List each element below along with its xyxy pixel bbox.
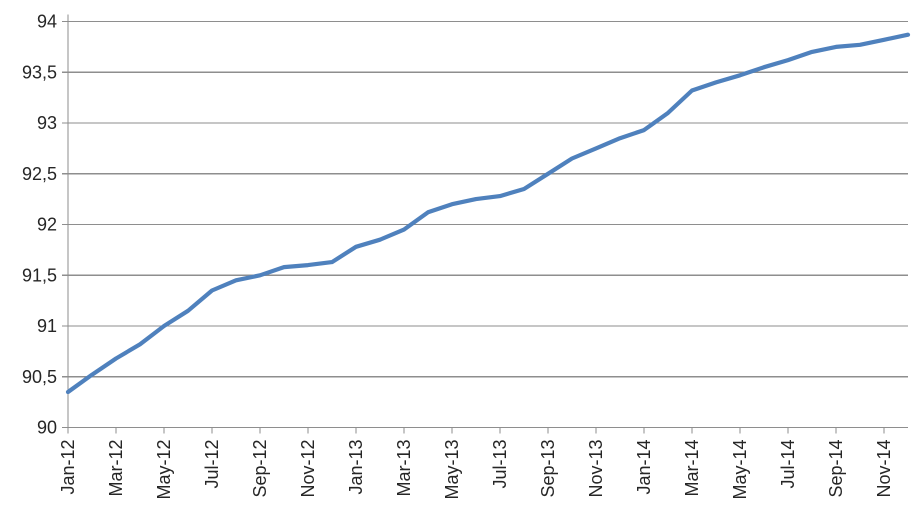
- y-axis-label: 90,5: [22, 367, 57, 387]
- x-axis-label: Sep-12: [250, 440, 270, 498]
- x-axis-label: Sep-13: [538, 440, 558, 498]
- y-axis-label: 90: [37, 418, 57, 438]
- x-axis-label: Mar-13: [394, 440, 414, 497]
- y-axis-label: 92,5: [22, 164, 57, 184]
- y-axis-label: 94: [37, 12, 57, 32]
- x-axis-label: May-14: [730, 440, 750, 500]
- x-axis-label: Jul-12: [202, 440, 222, 489]
- x-axis-label: Sep-14: [826, 440, 846, 498]
- y-axis-label: 92: [37, 215, 57, 235]
- y-axis-label: 91,5: [22, 265, 57, 285]
- x-axis-label: Nov-13: [586, 440, 606, 498]
- y-axis-label: 91: [37, 316, 57, 336]
- x-axis-label: Jul-13: [490, 440, 510, 489]
- data-series-line: [65, 32, 911, 395]
- x-axis-label: Mar-12: [106, 440, 126, 497]
- x-axis-label: Nov-14: [874, 440, 894, 498]
- x-axis-label: Jan-12: [58, 440, 78, 495]
- x-axis-label: Mar-14: [682, 440, 702, 497]
- x-axis-label: Nov-12: [298, 440, 318, 498]
- y-axis-label: 93,5: [22, 62, 57, 82]
- x-axis-label: Jul-14: [778, 440, 798, 489]
- x-axis-label: May-13: [442, 440, 462, 500]
- x-axis-label: Jan-14: [634, 440, 654, 495]
- x-axis-label: Jan-13: [346, 440, 366, 495]
- x-axis-label: May-12: [154, 440, 174, 500]
- y-axis-label: 93: [37, 113, 57, 133]
